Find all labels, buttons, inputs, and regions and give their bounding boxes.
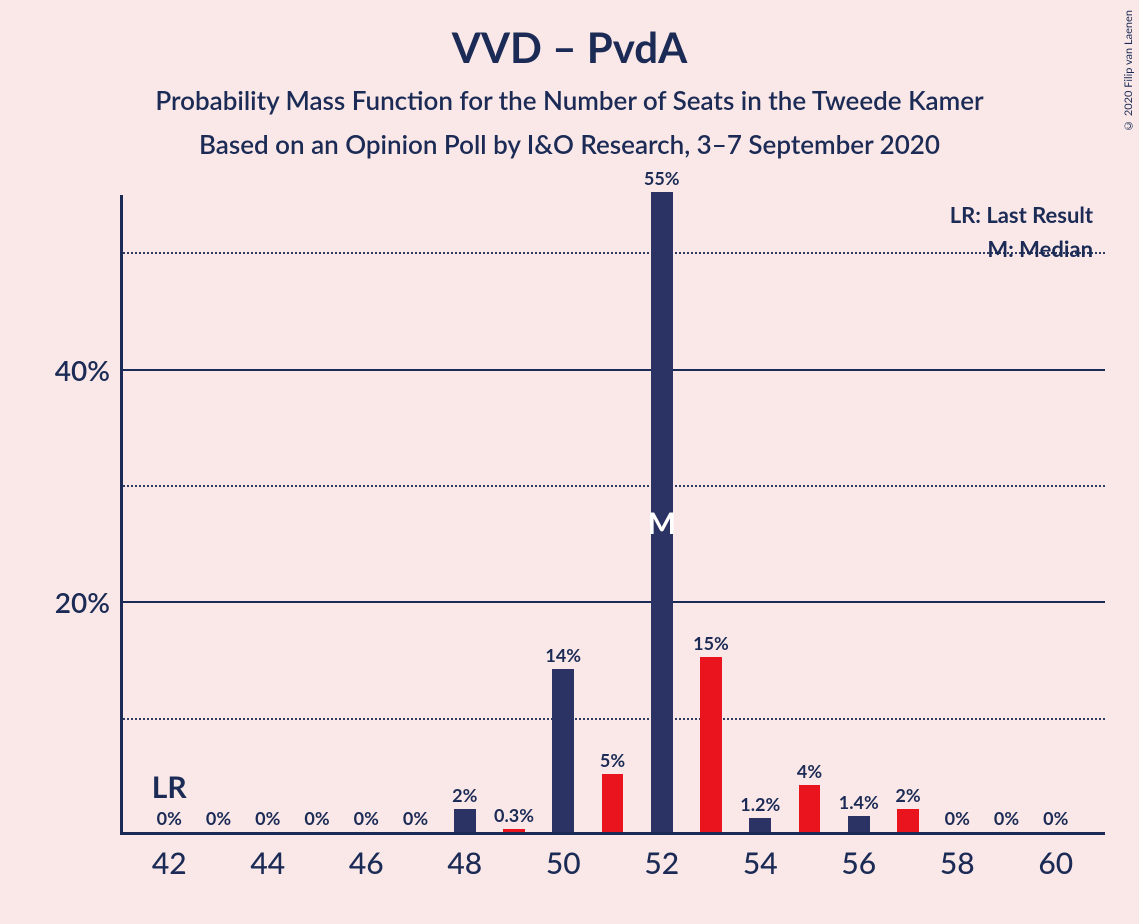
x-tick-label: 54 — [743, 845, 778, 881]
bar — [799, 785, 821, 832]
grid-minor-line — [123, 718, 1105, 720]
legend-m: M: Median — [987, 235, 1093, 262]
x-tick-label: 50 — [546, 845, 581, 881]
bar-label: 0% — [304, 807, 329, 829]
bar-label: 0.3% — [494, 804, 534, 826]
bar-label: 0% — [403, 807, 428, 829]
bar — [897, 809, 919, 832]
chart-container: VVD – PvdA Probability Mass Function for… — [0, 0, 1139, 924]
chart-subtitle-2: Based on an Opinion Poll by I&O Research… — [0, 128, 1139, 160]
bar-label: 2% — [895, 784, 920, 806]
median-marker: M — [648, 505, 676, 541]
bar-label: 15% — [693, 632, 729, 654]
bar-label: 4% — [797, 760, 822, 782]
bar — [602, 774, 624, 832]
bar-label: 0% — [945, 807, 970, 829]
bar — [503, 829, 525, 832]
bar-label: 5% — [600, 749, 625, 771]
x-tick-label: 48 — [447, 845, 482, 881]
bar-label: 0% — [206, 807, 231, 829]
grid-major-line — [123, 601, 1105, 603]
lr-marker: LR — [152, 769, 187, 805]
x-tick-label: 56 — [841, 845, 876, 881]
bar — [749, 818, 771, 832]
bar — [700, 657, 722, 832]
bar-label: 55% — [644, 167, 680, 189]
bar — [848, 816, 870, 832]
grid-major-line — [123, 369, 1105, 371]
bar-label: 1.4% — [839, 791, 879, 813]
bar-label: 0% — [994, 807, 1019, 829]
x-tick-label: 52 — [644, 845, 679, 881]
chart-title: VVD – PvdA — [0, 22, 1139, 72]
grid-minor-line — [123, 252, 1105, 254]
bar — [552, 669, 574, 832]
chart-subtitle-1: Probability Mass Function for the Number… — [0, 84, 1139, 116]
bar-label: 14% — [545, 644, 581, 666]
y-tick-label: 20% — [0, 585, 110, 619]
y-tick-label: 40% — [0, 353, 110, 387]
bar-label: 0% — [157, 807, 182, 829]
x-axis-line — [120, 832, 1105, 835]
bar-label: 0% — [1043, 807, 1068, 829]
bar — [454, 809, 476, 832]
x-tick-label: 60 — [1038, 845, 1073, 881]
bar-label: 0% — [255, 807, 280, 829]
copyright-text: © 2020 Filip van Laenen — [1122, 10, 1135, 132]
bar-label: 2% — [452, 784, 477, 806]
bar-label: 0% — [354, 807, 379, 829]
y-axis-line — [120, 195, 123, 835]
x-tick-label: 46 — [349, 845, 384, 881]
bar-label: 1.2% — [740, 793, 780, 815]
legend-lr: LR: Last Result — [950, 201, 1093, 228]
x-tick-label: 44 — [250, 845, 285, 881]
grid-minor-line — [123, 485, 1105, 487]
x-tick-label: 58 — [940, 845, 975, 881]
plot-area: LR: Last Result M: Median 42444648505254… — [120, 195, 1105, 835]
x-tick-label: 42 — [152, 845, 187, 881]
